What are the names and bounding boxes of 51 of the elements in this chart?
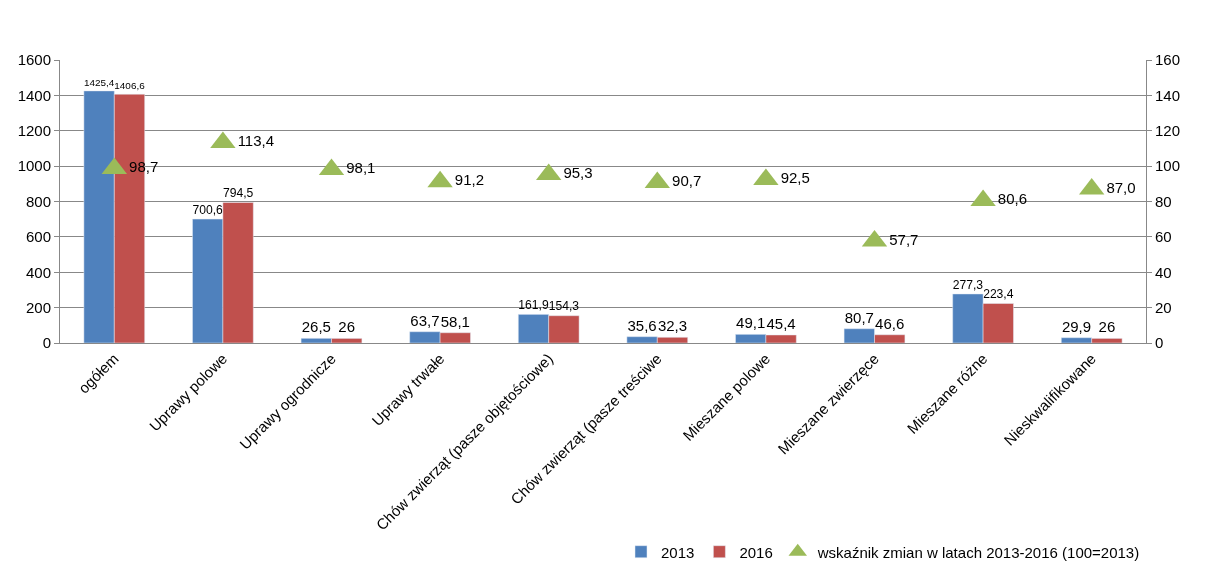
y2-tick-label: 60 xyxy=(1155,228,1172,246)
y-tick-label: 200 xyxy=(25,298,51,316)
data-label: 1425,4 xyxy=(83,76,115,88)
data-label: 90,7 xyxy=(672,172,702,190)
data-label: 32,3 xyxy=(657,317,688,335)
data-label: 95,3 xyxy=(563,164,593,182)
data-label: 277,3 xyxy=(952,277,984,292)
data-label: 49,1 xyxy=(736,314,766,332)
y2-tick-label: 120 xyxy=(1155,122,1181,139)
data-label: 87,0 xyxy=(1106,178,1136,196)
y-tick-label: 600 xyxy=(25,228,51,246)
data-label: 26 xyxy=(1098,318,1116,336)
y-tick-label: 1200 xyxy=(17,122,51,139)
data-label: 154,3 xyxy=(548,299,580,314)
data-label: 46,6 xyxy=(875,314,905,332)
data-label: 29,9 xyxy=(1061,317,1092,335)
data-label: 26,5 xyxy=(301,318,331,336)
data-label: 35,6 xyxy=(627,316,657,334)
data-label: 63,7 xyxy=(410,311,440,329)
y2-tick-label: 160 xyxy=(1155,51,1181,69)
data-label: 700,6 xyxy=(192,202,224,217)
legend-label: wskaźnik zmian w latach 2013-2016 (100=2013) xyxy=(816,543,1140,561)
data-label: 91,2 xyxy=(454,171,485,189)
data-label: 80,7 xyxy=(844,308,874,326)
y-tick-label: 400 xyxy=(25,263,51,281)
data-label: 45,4 xyxy=(766,314,796,332)
data-label: 26 xyxy=(338,318,356,336)
y2-tick-label: 140 xyxy=(1155,86,1181,104)
y2-tick-label: 100 xyxy=(1155,157,1181,175)
legend-label: 2016 xyxy=(739,543,773,561)
data-label: 80,6 xyxy=(997,190,1028,208)
y2-tick-label: 40 xyxy=(1155,263,1172,281)
y-tick-label: 0 xyxy=(42,334,51,352)
data-label: 223,4 xyxy=(983,287,1014,302)
y2-tick-label: 20 xyxy=(1155,298,1172,316)
data-label: 57,7 xyxy=(889,230,919,248)
data-label: 98,1 xyxy=(346,159,376,177)
y2-tick-label: 80 xyxy=(1155,192,1172,210)
data-label: 113,4 xyxy=(237,132,275,150)
data-label: 1406,6 xyxy=(114,80,146,92)
data-label: 794,5 xyxy=(222,186,254,201)
y-tick-label: 800 xyxy=(25,192,51,210)
y-tick-label: 1000 xyxy=(17,157,51,175)
data-label: 58,1 xyxy=(440,312,470,330)
y-tick-label: 1600 xyxy=(17,51,51,69)
y-tick-label: 1400 xyxy=(17,86,51,104)
data-label: 98,7 xyxy=(129,158,159,176)
y2-tick-label: 0 xyxy=(1155,334,1164,352)
data-label: 92,5 xyxy=(780,169,810,187)
legend-label: 2013 xyxy=(661,543,695,561)
data-label: 161,9 xyxy=(518,297,549,312)
